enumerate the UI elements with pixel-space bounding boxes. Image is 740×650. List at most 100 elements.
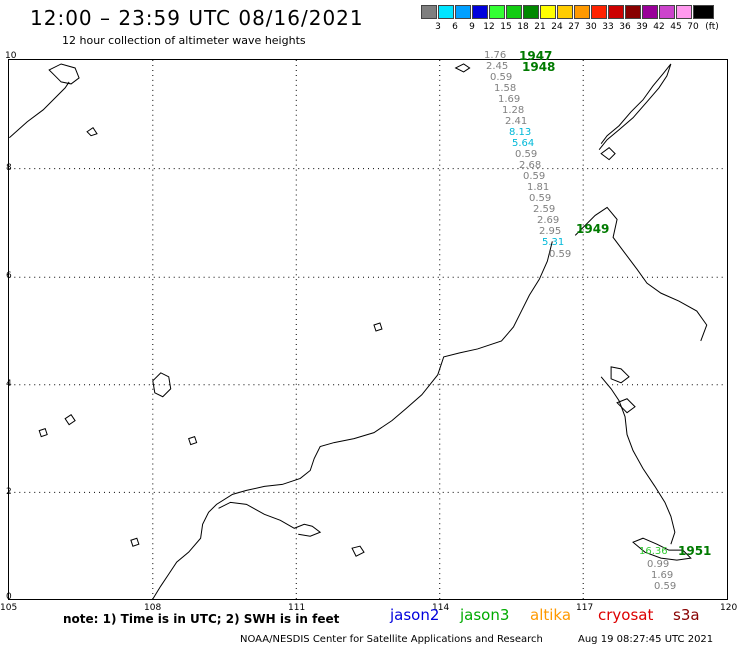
scale-swatch: [625, 5, 641, 19]
scale-label: 70: [687, 22, 699, 32]
scale-label: 6: [452, 22, 458, 32]
wave-height-value: 2.41: [505, 116, 528, 127]
scale-label: 18: [517, 22, 529, 32]
units-note: note: 1) Time is in UTC; 2) SWH is in fe…: [63, 612, 340, 626]
wave-height-value: 2.95: [539, 226, 562, 237]
scale-swatch: [642, 5, 658, 19]
legend-cryosat: cryosat: [598, 606, 654, 624]
island-small-nw: [86, 127, 98, 137]
legend-altika: altika: [530, 606, 572, 624]
island-west-4: [188, 435, 198, 446]
scale-swatch: [659, 5, 675, 19]
island-southern: [632, 537, 692, 561]
pass-time: 1948: [522, 60, 556, 74]
peninsula-south: [218, 501, 322, 537]
wave-height-value: 1.69: [651, 570, 674, 581]
island-west-2: [64, 413, 76, 426]
wave-height-value: 5.64: [512, 138, 535, 149]
scale-swatch: [506, 5, 522, 19]
wave-height-color-scale: 3 6 9 12 15 18 21 24 27 30 33 36 39 42 4…: [421, 5, 740, 32]
source-credit: NOAA/NESDIS Center for Satellite Applica…: [240, 634, 543, 645]
island-north-west: [48, 63, 80, 85]
scale-label: 3: [435, 22, 441, 32]
scale-label: 21: [534, 22, 546, 32]
wave-height-value: 0.59: [529, 193, 552, 204]
lat-lon-grid: [9, 60, 727, 599]
island-mid-south: [351, 545, 365, 557]
lon-label: 117: [576, 603, 594, 613]
scale-swatch: [489, 5, 505, 19]
scale-label: 12: [483, 22, 495, 32]
lat-label: 0: [6, 592, 12, 602]
wave-height-value: 0.59: [654, 581, 677, 592]
coastline-east-upper: [598, 63, 672, 150]
page-subtitle: 12 hour collection of altimeter wave hei…: [62, 34, 306, 47]
scale-label: 39: [636, 22, 648, 32]
wave-height-value: 5.31: [542, 237, 565, 248]
lon-label: 108: [144, 603, 162, 613]
lat-label: 2: [6, 487, 12, 497]
scale-label: 9: [469, 22, 475, 32]
island-center: [373, 322, 383, 332]
coastline-north-west: [9, 81, 70, 139]
scale-label: 15: [500, 22, 512, 32]
wave-height-value: 16.36: [639, 546, 668, 557]
island-west-5: [130, 537, 140, 547]
lon-label: 120: [720, 603, 738, 613]
coastlines: [9, 63, 708, 599]
lat-label: 4: [6, 379, 12, 389]
scale-label: 45: [670, 22, 682, 32]
scale-label: 24: [551, 22, 563, 32]
wave-height-value: 2.59: [533, 204, 556, 215]
scale-swatch: [591, 5, 607, 19]
wave-height-value: 8.13: [509, 127, 532, 138]
scale-label: 27: [568, 22, 580, 32]
island-north-center: [454, 63, 471, 73]
wave-height-value: 0.59: [515, 149, 538, 160]
scale-swatch: [455, 5, 471, 19]
scale-swatch: [540, 5, 556, 19]
scale-label: 33: [602, 22, 614, 32]
wave-height-value: 1.81: [527, 182, 550, 193]
island-ne-bay: [616, 398, 636, 414]
pass-time: 1951: [678, 544, 712, 558]
wave-height-value: 1.69: [498, 94, 521, 105]
coastline-east-middle: [574, 206, 708, 342]
lon-label: 105: [0, 603, 18, 613]
scale-label: 30: [585, 22, 597, 32]
lat-label: 6: [6, 271, 12, 281]
scale-swatch: [676, 5, 692, 19]
scale-swatch: [557, 5, 573, 19]
pass-time: 1949: [576, 222, 610, 236]
legend-s3a: s3a: [673, 606, 700, 624]
scale-unit: (ft): [705, 22, 719, 32]
legend-jason3: jason3: [460, 606, 510, 624]
lat-label: 8: [6, 163, 12, 173]
island-east-north: [600, 147, 616, 161]
wave-height-value: 1.28: [502, 105, 525, 116]
wave-height-value: 2.45: [486, 61, 509, 72]
scale-swatch: [421, 5, 437, 19]
wave-height-value: 0.59: [490, 72, 513, 83]
scale-swatch: [574, 5, 590, 19]
scale-swatch: [523, 5, 539, 19]
legend-jason2: jason2: [390, 606, 440, 624]
lon-label: 114: [432, 603, 450, 613]
wave-height-value: 1.76: [484, 50, 507, 61]
wave-height-value: 2.68: [519, 160, 542, 171]
scale-label: 36: [619, 22, 631, 32]
scale-swatch: [472, 5, 488, 19]
island-west-3: [38, 428, 48, 438]
wave-height-value: 0.59: [549, 249, 572, 260]
wave-height-value: 0.99: [647, 559, 670, 570]
wave-height-value: 1.58: [494, 83, 517, 94]
page-title: 12:00 – 23:59 UTC 08/16/2021: [30, 6, 364, 30]
island-east-coast: [610, 366, 630, 384]
lat-label: 10: [5, 51, 17, 61]
island-west-1: [152, 372, 172, 398]
map-panel: [8, 59, 728, 600]
pass-time: 1947: [519, 49, 553, 63]
wave-height-value: 2.69: [537, 215, 560, 226]
coastline-mainland: [152, 241, 553, 599]
generated-timestamp: Aug 19 08:27:45 UTC 2021: [578, 634, 714, 645]
